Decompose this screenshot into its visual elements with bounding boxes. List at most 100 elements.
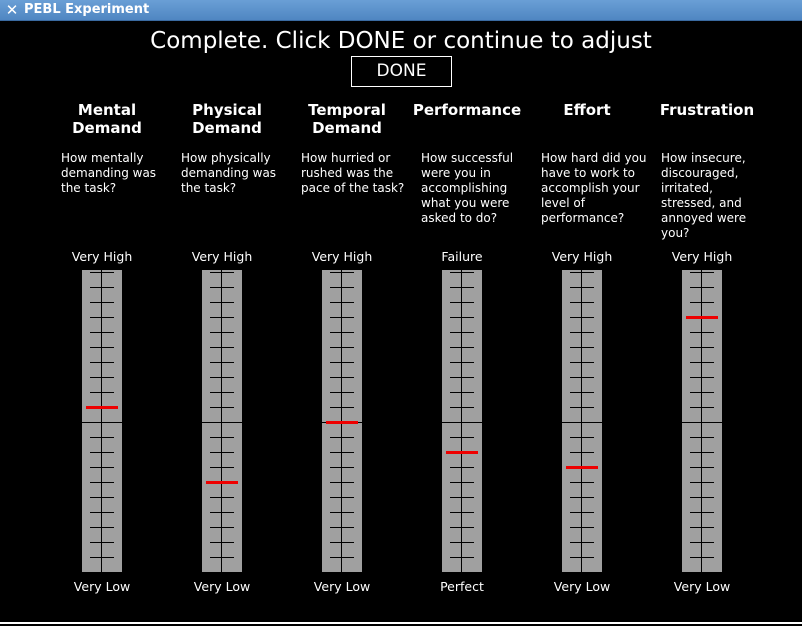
scale-tick (562, 422, 602, 423)
scale-tick (570, 317, 594, 318)
scale-bar-physical[interactable] (202, 270, 242, 573)
scale-marker-mental[interactable] (86, 406, 118, 409)
scale-question-temporal: How hurried or rushed was the pace of the … (301, 151, 405, 195)
scale-tick (570, 527, 594, 528)
scale-tick (690, 302, 714, 303)
scale-tick (442, 422, 482, 423)
scale-tick (210, 452, 234, 453)
scale-tick (450, 317, 474, 318)
scale-tick (210, 497, 234, 498)
scale-tick (450, 377, 474, 378)
scale-axis (581, 270, 582, 572)
scale-tick (450, 407, 474, 408)
scale-tick (210, 512, 234, 513)
scale-tick (450, 482, 474, 483)
scale-marker-temporal[interactable] (326, 421, 358, 424)
scale-tick (90, 287, 114, 288)
scale-tick (690, 542, 714, 543)
scale-tick (690, 377, 714, 378)
scale-tick (570, 452, 594, 453)
scale-tick (450, 542, 474, 543)
scale-tick (210, 467, 234, 468)
scale-tick (90, 317, 114, 318)
scale-tick (690, 467, 714, 468)
scale-tick (570, 542, 594, 543)
scale-tick (690, 362, 714, 363)
scale-tick (210, 437, 234, 438)
scale-tick (450, 512, 474, 513)
scale-tick (330, 557, 354, 558)
scale-marker-frustration[interactable] (686, 316, 718, 319)
scale-tick (330, 572, 354, 573)
scale-tick (210, 317, 234, 318)
scale-tick (90, 572, 114, 573)
scale-tick (450, 557, 474, 558)
scale-tick (90, 452, 114, 453)
scale-tick (90, 527, 114, 528)
scale-bottom-label-physical: Very Low (193, 579, 251, 594)
scale-tick (210, 302, 234, 303)
scale-bar-mental[interactable] (82, 270, 122, 573)
scale-tick (330, 407, 354, 408)
scale-tick (690, 332, 714, 333)
scale-tick (570, 362, 594, 363)
scale-tick (682, 422, 722, 423)
scale-tick (210, 347, 234, 348)
scale-tick (90, 347, 114, 348)
scale-tick (210, 287, 234, 288)
scale-tick (90, 557, 114, 558)
scale-tick (690, 482, 714, 483)
scale-tick (330, 542, 354, 543)
scale-tick (210, 407, 234, 408)
scale-tick (90, 512, 114, 513)
scale-tick (210, 527, 234, 528)
scale-tick (90, 497, 114, 498)
scale-tick (210, 272, 234, 273)
scale-tick (690, 407, 714, 408)
scale-top-label-physical: Very High (191, 249, 253, 264)
scale-tick (90, 377, 114, 378)
scale-bottom-label-performance: Perfect (440, 579, 484, 594)
scale-tick (690, 527, 714, 528)
scale-tick (90, 437, 114, 438)
scale-tick (690, 557, 714, 558)
scale-bar-performance[interactable] (442, 270, 482, 573)
scale-marker-physical[interactable] (206, 481, 238, 484)
scale-question-mental: How mentally demanding was the task? (61, 151, 157, 195)
scale-tick (330, 362, 354, 363)
scale-marker-performance[interactable] (446, 451, 478, 454)
scale-tick (330, 287, 354, 288)
scale-tick (450, 527, 474, 528)
scale-tick (210, 557, 234, 558)
scale-tick (570, 392, 594, 393)
close-icon[interactable]: ✕ (5, 1, 19, 19)
scale-tick (450, 362, 474, 363)
scale-axis (101, 270, 102, 572)
scale-tick (202, 422, 242, 423)
scale-tick (330, 302, 354, 303)
scale-bottom-label-mental: Very Low (73, 579, 131, 594)
scale-tick (90, 302, 114, 303)
scale-bottom-label-effort: Very Low (553, 579, 611, 594)
scale-bar-temporal[interactable] (322, 270, 362, 573)
scale-tick (690, 287, 714, 288)
scale-tick (570, 407, 594, 408)
scale-tick (330, 467, 354, 468)
scale-tick (450, 347, 474, 348)
scale-tick (330, 272, 354, 273)
scale-bar-effort[interactable] (562, 270, 602, 573)
scale-question-physical: How physically demanding was the task? (181, 151, 277, 195)
scale-tick (570, 572, 594, 573)
scale-tick (82, 422, 122, 423)
bottom-divider (0, 622, 802, 624)
scale-title-mental: Mental Demand (72, 101, 142, 137)
scale-bar-frustration[interactable] (682, 270, 722, 573)
scale-tick (690, 512, 714, 513)
scale-tick (690, 572, 714, 573)
scale-tick (90, 467, 114, 468)
done-button[interactable]: DONE (351, 56, 452, 87)
scale-marker-effort[interactable] (566, 466, 598, 469)
scale-tick (570, 272, 594, 273)
scale-tick (570, 287, 594, 288)
scale-tick (570, 302, 594, 303)
